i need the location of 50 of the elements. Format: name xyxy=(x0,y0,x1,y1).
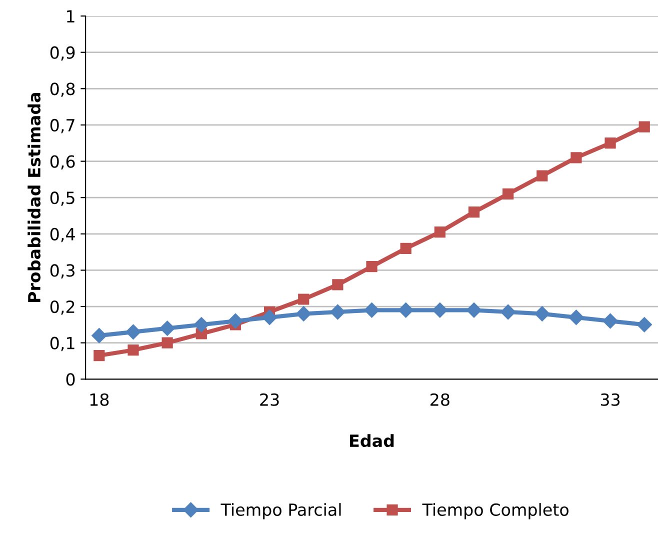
legend-label: Tiempo Parcial xyxy=(220,503,341,520)
x-tick-label: 23 xyxy=(260,393,279,406)
point xyxy=(330,304,346,320)
y-tick-label: 0,5 xyxy=(50,192,74,206)
point xyxy=(602,313,618,329)
y-tick-label: 0 xyxy=(66,373,75,386)
point xyxy=(636,317,652,332)
point xyxy=(534,306,550,322)
y-tick-label: 1 xyxy=(67,10,74,22)
point xyxy=(298,294,310,305)
point xyxy=(160,320,175,336)
point xyxy=(364,302,380,318)
point xyxy=(262,310,278,325)
y-tick-label: 0,7 xyxy=(50,118,74,134)
y-axis-title: Probabilidad Estimada xyxy=(28,92,41,302)
point xyxy=(126,324,141,340)
y-tick-label: 0,3 xyxy=(50,264,74,278)
y-tick-label: 0,1 xyxy=(50,336,74,352)
point xyxy=(570,152,582,164)
point xyxy=(94,350,105,362)
x-tick-label: 18 xyxy=(90,393,109,406)
point xyxy=(502,188,514,200)
y-tick-label: 0,9 xyxy=(50,46,75,61)
point xyxy=(92,328,107,344)
point xyxy=(400,242,412,254)
point xyxy=(128,344,139,356)
point xyxy=(366,261,378,272)
point xyxy=(466,302,482,318)
point xyxy=(432,302,448,318)
y-tick-label: 0,8 xyxy=(50,82,75,97)
point xyxy=(398,302,414,318)
point xyxy=(568,310,584,325)
point xyxy=(500,304,516,320)
x-tick-label: 33 xyxy=(600,393,620,406)
x-tick-label: 28 xyxy=(430,393,450,406)
point xyxy=(638,121,650,132)
point xyxy=(162,337,173,348)
y-tick-label: 0,4 xyxy=(50,228,75,242)
point xyxy=(468,206,480,218)
y-tick-label: 0,6 xyxy=(50,155,75,170)
y-tick-label: 0,2 xyxy=(50,300,74,315)
point xyxy=(296,306,312,322)
point xyxy=(228,313,244,329)
point xyxy=(434,226,446,238)
point xyxy=(536,170,548,182)
legend-label: Tiempo Completo xyxy=(422,503,568,520)
point xyxy=(194,317,209,332)
x-axis-title: Edad xyxy=(350,434,394,448)
point xyxy=(332,279,344,290)
point xyxy=(604,138,616,149)
